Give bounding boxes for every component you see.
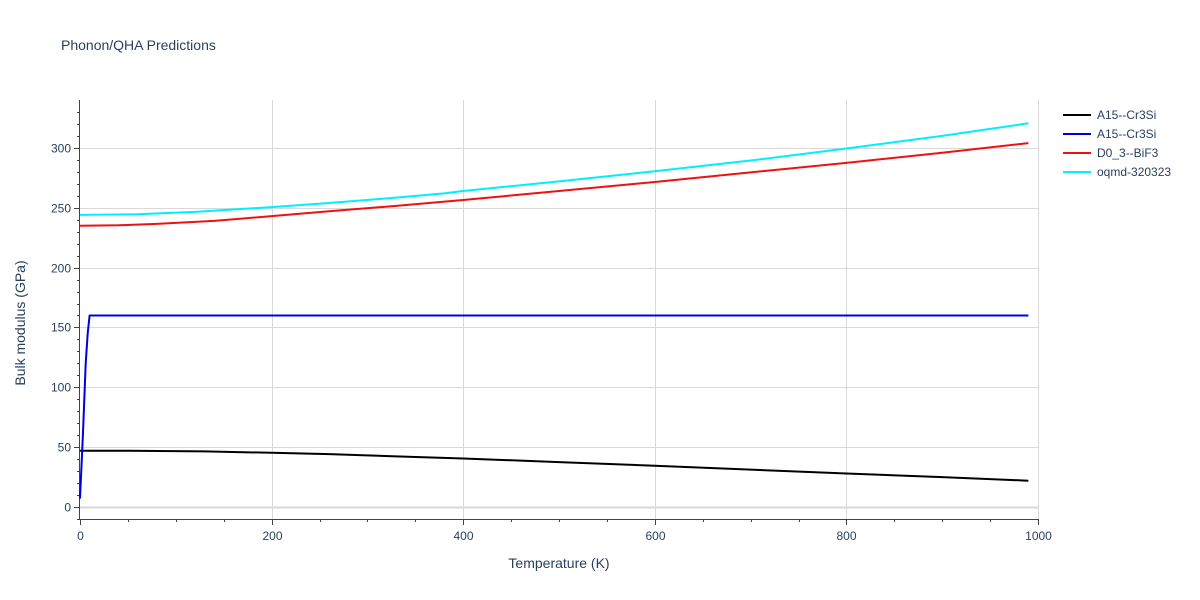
series-line-2 [79, 314, 1029, 499]
x-tick-label: 400 [453, 529, 473, 543]
x-axis-title: Temperature (K) [508, 555, 609, 571]
series-line-1 [80, 449, 1029, 482]
chart-title: Phonon/QHA Predictions [61, 37, 216, 53]
series-line-4 [79, 122, 1029, 216]
y-tick-label: 50 [58, 441, 72, 455]
x-tick-label: 1000 [1025, 529, 1052, 543]
y-tick-label: 100 [51, 381, 71, 395]
y-tick-label: 250 [51, 202, 71, 216]
legend-item-3[interactable]: D0_3--BiF3 [1063, 146, 1159, 160]
y-tick-label: 200 [51, 262, 71, 276]
y-tick-label: 300 [51, 142, 71, 156]
grid [80, 100, 1039, 519]
legend[interactable]: A15--Cr3Si A15--Cr3Si D0_3--BiF3 oqmd-32032… [1063, 108, 1171, 179]
series-line-3 [79, 142, 1029, 227]
x-tick-label: 0 [77, 529, 84, 543]
legend-label: A15--Cr3Si [1097, 127, 1156, 141]
legend-item-4[interactable]: oqmd-320323 [1063, 165, 1171, 179]
y-tick-label: 0 [64, 501, 71, 515]
legend-label: A15--Cr3Si [1097, 108, 1156, 122]
legend-label: oqmd-320323 [1097, 165, 1171, 179]
x-tick-label: 800 [836, 529, 856, 543]
legend-item-2[interactable]: A15--Cr3Si [1063, 127, 1156, 141]
ticks: 0 200 400 600 800 1000 0 50 100 150 200 250 300 [51, 112, 1052, 543]
legend-item-1[interactable]: A15--Cr3Si [1063, 108, 1156, 122]
y-tick-label: 150 [51, 321, 71, 335]
y-axis-title: Bulk modulus (GPa) [12, 260, 28, 385]
series-lines [79, 122, 1029, 499]
x-tick-label: 600 [645, 529, 665, 543]
x-tick-label: 200 [262, 529, 282, 543]
legend-label: D0_3--BiF3 [1097, 146, 1159, 160]
axes [79, 100, 1038, 520]
